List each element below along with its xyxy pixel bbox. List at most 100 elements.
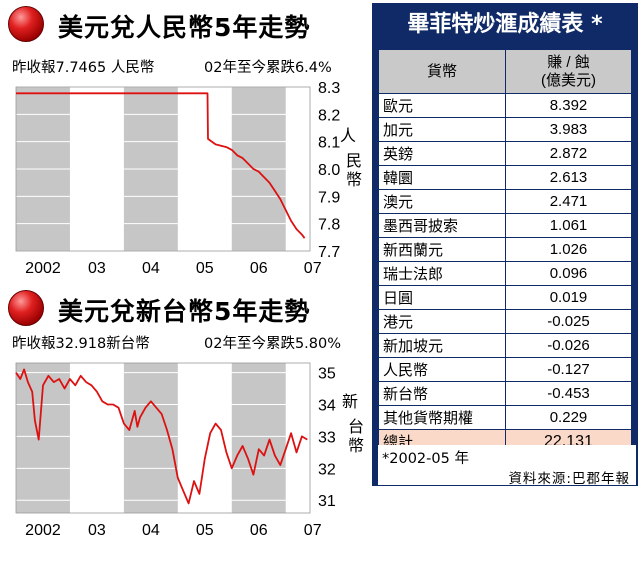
x-tick-label: 05 xyxy=(196,260,214,277)
currency-name: 新西蘭元 xyxy=(378,237,506,262)
cny-line-chart: 8.3 8.2 8.1 8.0 7.9 7.8 7.7 2002 03 04 05 06 07 人民幣 xyxy=(15,80,362,277)
table-footer: *2002-05 年 資料來源:巴郡年報 xyxy=(378,445,636,487)
currency-name: 澳元 xyxy=(378,189,506,214)
x-tick-label: 2002 xyxy=(25,522,61,539)
header-value-line1: 賺 / 蝕 xyxy=(547,53,590,71)
x-tick-label: 06 xyxy=(250,522,268,539)
x-tick-label: 03 xyxy=(88,260,106,277)
cny-last-close: 昨收報7.7465 人民幣 xyxy=(12,60,155,76)
currency-name: 瑞士法郎 xyxy=(378,261,506,286)
table-row: 新西蘭元 1.026 xyxy=(378,237,632,262)
header-currency: 貨幣 xyxy=(378,49,506,94)
table-row: 其他貨幣期權 0.229 xyxy=(378,405,632,430)
y-axis-label-char: 新 xyxy=(342,393,358,411)
twd-chart-title-bar: 美元兌新台幣5年走勢 xyxy=(4,287,368,329)
x-tick-label: 04 xyxy=(142,260,160,277)
profit-loss-value: 8.392 xyxy=(505,93,632,118)
y-axis-label-char: 幣 xyxy=(346,171,362,189)
table-row: 韓圜 2.613 xyxy=(378,165,632,190)
table-row: 英鎊 2.872 xyxy=(378,141,632,166)
x-tick-label: 07 xyxy=(304,260,322,277)
red-ball-icon xyxy=(8,6,44,42)
profit-loss-value: -0.025 xyxy=(505,309,632,334)
y-tick-label: 8.2 xyxy=(318,107,340,124)
x-tick-label: 07 xyxy=(304,522,322,539)
twd-cumulative-change: 02年至今累跌5.80% xyxy=(204,336,342,352)
currency-name: 英鎊 xyxy=(378,141,506,166)
profit-loss-value: 0.229 xyxy=(505,405,632,430)
cny-chart-title-bar: 美元兌人民幣5年走勢 xyxy=(4,3,368,45)
profit-loss-value: 1.026 xyxy=(505,237,632,262)
plot-frame xyxy=(15,86,311,252)
table-row: 歐元 8.392 xyxy=(378,93,632,118)
data-source: 資料來源:巴郡年報 xyxy=(508,471,630,487)
currency-name: 其他貨幣期權 xyxy=(378,405,506,430)
y-tick-label: 8.0 xyxy=(318,162,340,179)
cny-chart-panel: 美元兌人民幣5年走勢 昨收報7.7465 人民幣 02年至今累跌6.4% 8.3… xyxy=(4,3,368,283)
buffett-fx-table-panel: 畢菲特炒滙成績表 * 貨幣 賺 / 蝕 (億美元) 歐元 8.392 加元 3.983… xyxy=(372,3,638,487)
y-axis-label-char: 民 xyxy=(346,153,362,170)
currency-name: 歐元 xyxy=(378,93,506,118)
cny-chart-title: 美元兌人民幣5年走勢 xyxy=(58,13,311,42)
currency-name: 新台幣 xyxy=(378,381,506,406)
y-tick-label: 32 xyxy=(318,461,336,478)
x-tick-label: 2002 xyxy=(25,260,61,277)
x-tick-label: 05 xyxy=(196,522,214,539)
table-row: 墨西哥披索 1.061 xyxy=(378,213,632,238)
y-tick-label: 35 xyxy=(318,366,336,383)
currency-name: 新加坡元 xyxy=(378,333,506,358)
y-tick-label: 34 xyxy=(318,397,336,414)
series-line xyxy=(16,92,306,239)
profit-loss-value: 2.471 xyxy=(505,189,632,214)
y-tick-label: 33 xyxy=(318,429,336,446)
currency-name: 日圓 xyxy=(378,285,506,310)
twd-line-chart: 35 34 33 32 31 2002 03 04 05 06 07 新台幣 xyxy=(15,362,364,539)
y-tick-label: 7.9 xyxy=(318,189,340,206)
profit-loss-value: -0.026 xyxy=(505,333,632,358)
y-axis-label: 新台幣 xyxy=(342,393,364,455)
y-axis-label: 人民幣 xyxy=(340,127,362,189)
profit-loss-value: 2.613 xyxy=(505,165,632,190)
profit-loss-value: 3.983 xyxy=(505,117,632,142)
profit-loss-value: -0.453 xyxy=(505,381,632,406)
series-line xyxy=(15,368,308,505)
y-tick-label: 7.8 xyxy=(318,217,340,234)
currency-name: 人民幣 xyxy=(378,357,506,382)
x-tick-label: 03 xyxy=(88,522,106,539)
table-row: 日圓 0.019 xyxy=(378,285,632,310)
x-tick-label: 04 xyxy=(142,522,160,539)
profit-loss-value: -0.127 xyxy=(505,357,632,382)
profit-loss-value: 2.872 xyxy=(505,141,632,166)
y-axis-label-char: 幣 xyxy=(348,437,364,455)
table-row: 港元 -0.025 xyxy=(378,309,632,334)
year-band xyxy=(231,363,286,513)
currency-name: 加元 xyxy=(378,117,506,142)
red-ball-icon xyxy=(8,290,44,326)
fx-results-table: 貨幣 賺 / 蝕 (億美元) 歐元 8.392 加元 3.983 英鎊 2.872 韓圜 2.… xyxy=(378,49,632,454)
table-row: 加元 3.983 xyxy=(378,117,632,142)
table-body: 歐元 8.392 加元 3.983 英鎊 2.872 韓圜 2.613 澳元 2.471 墨西哥披索… xyxy=(378,93,632,454)
twd-chart-panel: 美元兌新台幣5年走勢 昨收報32.918新台幣 02年至今累跌5.80% 35 3… xyxy=(4,287,368,567)
table-header-row: 貨幣 賺 / 蝕 (億美元) xyxy=(378,49,632,94)
table-row: 新加坡元 -0.026 xyxy=(378,333,632,358)
plot-frame xyxy=(15,362,311,514)
table-row: 瑞士法郎 0.096 xyxy=(378,261,632,286)
twd-chart-title: 美元兌新台幣5年走勢 xyxy=(58,297,311,326)
y-tick-label: 8.3 xyxy=(318,80,340,97)
y-tick-label: 8.1 xyxy=(318,135,340,152)
table-row: 澳元 2.471 xyxy=(378,189,632,214)
currency-name: 韓圜 xyxy=(378,165,506,190)
profit-loss-value: 0.096 xyxy=(505,261,632,286)
y-tick-label: 31 xyxy=(318,493,336,510)
x-tick-label: 06 xyxy=(250,260,268,277)
table-footnote: *2002-05 年 xyxy=(382,451,469,467)
twd-last-close: 昨收報32.918新台幣 xyxy=(12,336,150,352)
currency-name: 港元 xyxy=(378,309,506,334)
header-value: 賺 / 蝕 (億美元) xyxy=(505,49,632,94)
header-value-line2: (億美元) xyxy=(541,71,596,89)
y-axis-label-char: 人 xyxy=(340,127,356,145)
currency-name: 墨西哥披索 xyxy=(378,213,506,238)
cny-cumulative-change: 02年至今累跌6.4% xyxy=(204,60,332,76)
profit-loss-value: 1.061 xyxy=(505,213,632,238)
table-row: 新台幣 -0.453 xyxy=(378,381,632,406)
